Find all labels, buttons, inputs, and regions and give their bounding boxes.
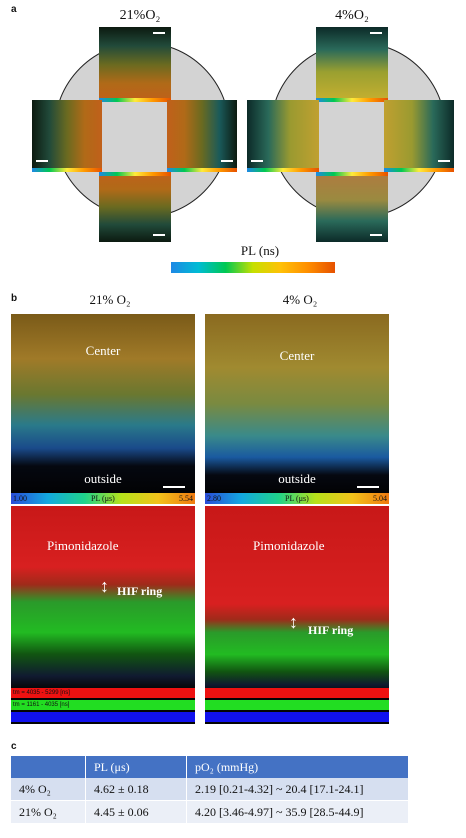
left-left-tile	[32, 100, 102, 172]
table-row: 4% O₂ 4.62 ± 0.18 2.19 [0.21-4.32] ~ 20.…	[11, 778, 409, 801]
left-hif-image: Pimonidazole ↕ HIF ring tm = 4035 - 5299…	[11, 506, 195, 724]
panel-a-left-label: 21%O₂	[119, 8, 161, 23]
left-flim-image: Center outside	[11, 314, 195, 493]
right-legend-red	[205, 688, 389, 698]
right-disc-center	[318, 100, 384, 172]
pl-ns-colorbar	[171, 262, 335, 273]
right-bar-max: 5.04	[373, 494, 387, 503]
left-bar-max: 5.54	[179, 494, 193, 503]
right-center-label: Center	[279, 348, 315, 363]
right-hif-arrow-icon: ↕	[289, 612, 298, 632]
left-pimo-label: Pimonidazole	[47, 538, 119, 553]
right-legend-green	[205, 700, 389, 710]
left-outside-label: outside	[84, 471, 122, 486]
panel-b-letter: b	[11, 293, 18, 304]
table-header-cell: pO₂ (mmHg)	[186, 756, 409, 778]
left-legend-green: tm = 1161 - 4035 [ns]	[11, 700, 195, 710]
right-top-tile	[316, 27, 388, 102]
left-right-tile	[167, 100, 237, 172]
right-flim-image: Center outside	[205, 314, 389, 493]
left-hif-arrow-icon: ↕	[100, 576, 109, 596]
left-scale-bar	[163, 486, 185, 488]
table-header-cell: PL (μs)	[85, 756, 187, 778]
panel-b-right-label: 4% O₂	[282, 292, 318, 307]
right-legend-blue	[205, 712, 389, 722]
right-hif-image: Pimonidazole ↕ HIF ring	[205, 506, 389, 724]
right-bar-min: 2.80	[207, 494, 221, 503]
right-pimo-label: Pimonidazole	[253, 538, 325, 553]
table-cell: 4.62 ± 0.18	[85, 778, 187, 801]
table-cell: 2.19 [0.21-4.32] ~ 20.4 [17.1-24.1]	[186, 778, 409, 801]
left-center-label: Center	[85, 343, 121, 358]
left-bar-min: 1.00	[13, 494, 27, 503]
table-cell: 4.20 [3.46-4.97] ~ 35.9 [28.5-44.9]	[186, 800, 409, 823]
left-top-tile	[99, 27, 171, 102]
pl-ns-label: PL (ns)	[240, 243, 280, 258]
left-bar-mid: PL (μs)	[91, 494, 115, 503]
panel-b-left-label: 21% O₂	[89, 292, 131, 307]
table-cell: 4.45 ± 0.06	[85, 800, 187, 823]
right-left-tile	[247, 100, 319, 172]
right-outside-label: outside	[278, 471, 316, 486]
results-table: PL (μs) pO₂ (mmHg) 4% O₂ 4.62 ± 0.18 2.1…	[11, 756, 409, 823]
right-scale-bar	[357, 486, 379, 488]
panel-a-right-label: 4%O₂	[335, 8, 369, 23]
right-pl-colorbar: 2.80 PL (μs) 5.04	[205, 493, 389, 504]
table-header-row: PL (μs) pO₂ (mmHg)	[11, 756, 409, 778]
table-header-cell	[11, 756, 86, 778]
left-hif-label: HIF ring	[117, 584, 163, 598]
table-row: 21% O₂ 4.45 ± 0.06 4.20 [3.46-4.97] ~ 35…	[11, 800, 409, 823]
left-legend-red: tm = 4035 - 5299 [ns]	[11, 688, 195, 698]
right-hif-label: HIF ring	[308, 623, 354, 637]
right-right-tile	[384, 100, 454, 172]
table-cell: 4% O₂	[11, 778, 86, 801]
right-bottom-tile	[316, 172, 388, 242]
table-cell: 21% O₂	[11, 800, 86, 823]
panel-c-letter: c	[11, 741, 17, 752]
panel-a-letter: a	[11, 4, 17, 15]
left-pl-colorbar: 1.00 PL (μs) 5.54	[11, 493, 195, 504]
left-bottom-tile	[99, 172, 171, 242]
left-disc-center	[101, 100, 167, 172]
left-legend-blue	[11, 712, 195, 722]
right-bar-mid: PL (μs)	[285, 494, 309, 503]
